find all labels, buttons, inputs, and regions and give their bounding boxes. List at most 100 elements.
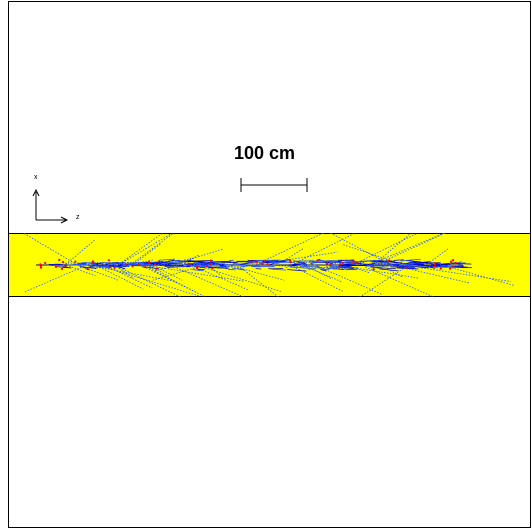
core-track-segment [84, 264, 95, 266]
core-track-segment [270, 268, 286, 271]
energy-deposit-hit [205, 264, 208, 268]
core-track-segment [147, 262, 169, 264]
core-track-segment [155, 263, 165, 266]
energy-deposit-hit [250, 260, 253, 263]
core-track-segment [437, 266, 448, 268]
secondary-track [154, 264, 181, 272]
energy-deposit-hit [266, 263, 269, 266]
core-track-segment [269, 262, 275, 266]
energy-deposit-hit [147, 260, 151, 263]
secondary-track [350, 265, 370, 274]
energy-deposit-hit [289, 258, 292, 262]
secondary-track [345, 265, 420, 279]
core-track-segment [90, 264, 104, 267]
core-track-segment [414, 261, 430, 264]
energy-deposit-hit [352, 260, 355, 263]
core-track-segment [321, 268, 330, 270]
core-track-segment [338, 259, 355, 262]
secondary-track [373, 233, 446, 264]
secondary-track [365, 266, 435, 297]
core-track-segment [289, 266, 310, 269]
secondary-track [418, 266, 511, 282]
core-track-segment [188, 264, 201, 267]
core-track-segment [167, 265, 191, 268]
secondary-track [236, 264, 280, 297]
energy-deposit-hit [61, 261, 65, 264]
core-track-segment [320, 269, 327, 272]
core-track-segment [429, 266, 435, 269]
energy-deposit-hit [131, 265, 134, 268]
energy-deposit-hit [196, 267, 199, 270]
secondary-track [146, 263, 169, 277]
secondary-track [119, 267, 182, 297]
secondary-track [135, 262, 198, 294]
secondary-track [98, 266, 177, 282]
core-track-segment [389, 261, 398, 264]
core-track-segment [394, 259, 404, 261]
energy-deposit-hit [64, 265, 67, 268]
core-track-segment [232, 267, 245, 271]
core-track-segment [323, 261, 334, 265]
secondary-track [169, 257, 194, 265]
energy-deposit-hit [325, 262, 329, 265]
core-track-segment [449, 262, 454, 265]
energy-deposit-hit [124, 263, 127, 267]
energy-deposit-hit [329, 263, 332, 266]
energy-deposit-hit [451, 258, 455, 262]
secondary-track [193, 266, 249, 291]
energy-deposit-hit [58, 258, 61, 262]
energy-deposit-hit [86, 267, 89, 271]
energy-deposit-hit [155, 267, 158, 270]
energy-deposit-hit [387, 259, 391, 262]
secondary-track [105, 265, 153, 289]
secondary-track [268, 251, 338, 264]
core-track-segment [382, 260, 390, 264]
secondary-track [310, 266, 338, 269]
secondary-track [311, 263, 382, 295]
energy-deposit-hit [74, 260, 77, 263]
core-track-segment [452, 266, 472, 269]
core-track-segment [102, 265, 110, 269]
energy-deposit-hit [372, 268, 375, 271]
secondary-track [173, 266, 245, 297]
energy-deposit-hit [154, 263, 157, 266]
core-track-segment [184, 263, 207, 267]
core-track-segment [347, 267, 354, 270]
core-track-segment [286, 269, 307, 272]
core-track-segment [410, 265, 429, 269]
secondary-track [74, 263, 120, 281]
energy-deposit-hit [137, 263, 140, 266]
secondary-track [150, 265, 244, 282]
secondary-track [24, 263, 90, 293]
secondary-track [65, 239, 95, 265]
energy-deposit-hit [209, 259, 212, 262]
particle-shower [22, 233, 514, 297]
secondary-track [113, 264, 134, 279]
core-track-segment [398, 263, 414, 266]
core-track-segment [362, 260, 379, 262]
core-track-segment [311, 260, 335, 262]
scale-label: 100 cm [234, 143, 296, 163]
core-track-segment [457, 261, 462, 264]
energy-deposit-hit [264, 260, 267, 263]
secondary-track [228, 264, 285, 281]
energy-deposit-hit [144, 265, 147, 269]
secondary-track [381, 265, 403, 278]
energy-deposit-hit [452, 265, 455, 269]
core-track-segment [192, 269, 204, 272]
secondary-track [427, 248, 449, 265]
core-track-segment [382, 262, 398, 265]
secondary-track [92, 265, 116, 269]
axes-indicator [32, 188, 69, 224]
energy-deposit-hit [316, 259, 320, 262]
energy-deposit-hit [255, 260, 258, 264]
energy-deposit-hit [434, 262, 437, 265]
core-track-segment [159, 258, 175, 261]
axis-label-z: z [76, 214, 80, 221]
energy-deposit-hit [211, 267, 214, 270]
energy-deposit-hit [448, 267, 452, 270]
energy-deposit-hit [109, 266, 112, 269]
secondary-track [105, 267, 201, 297]
secondary-track [377, 265, 462, 268]
energy-deposit-hit [433, 265, 437, 268]
